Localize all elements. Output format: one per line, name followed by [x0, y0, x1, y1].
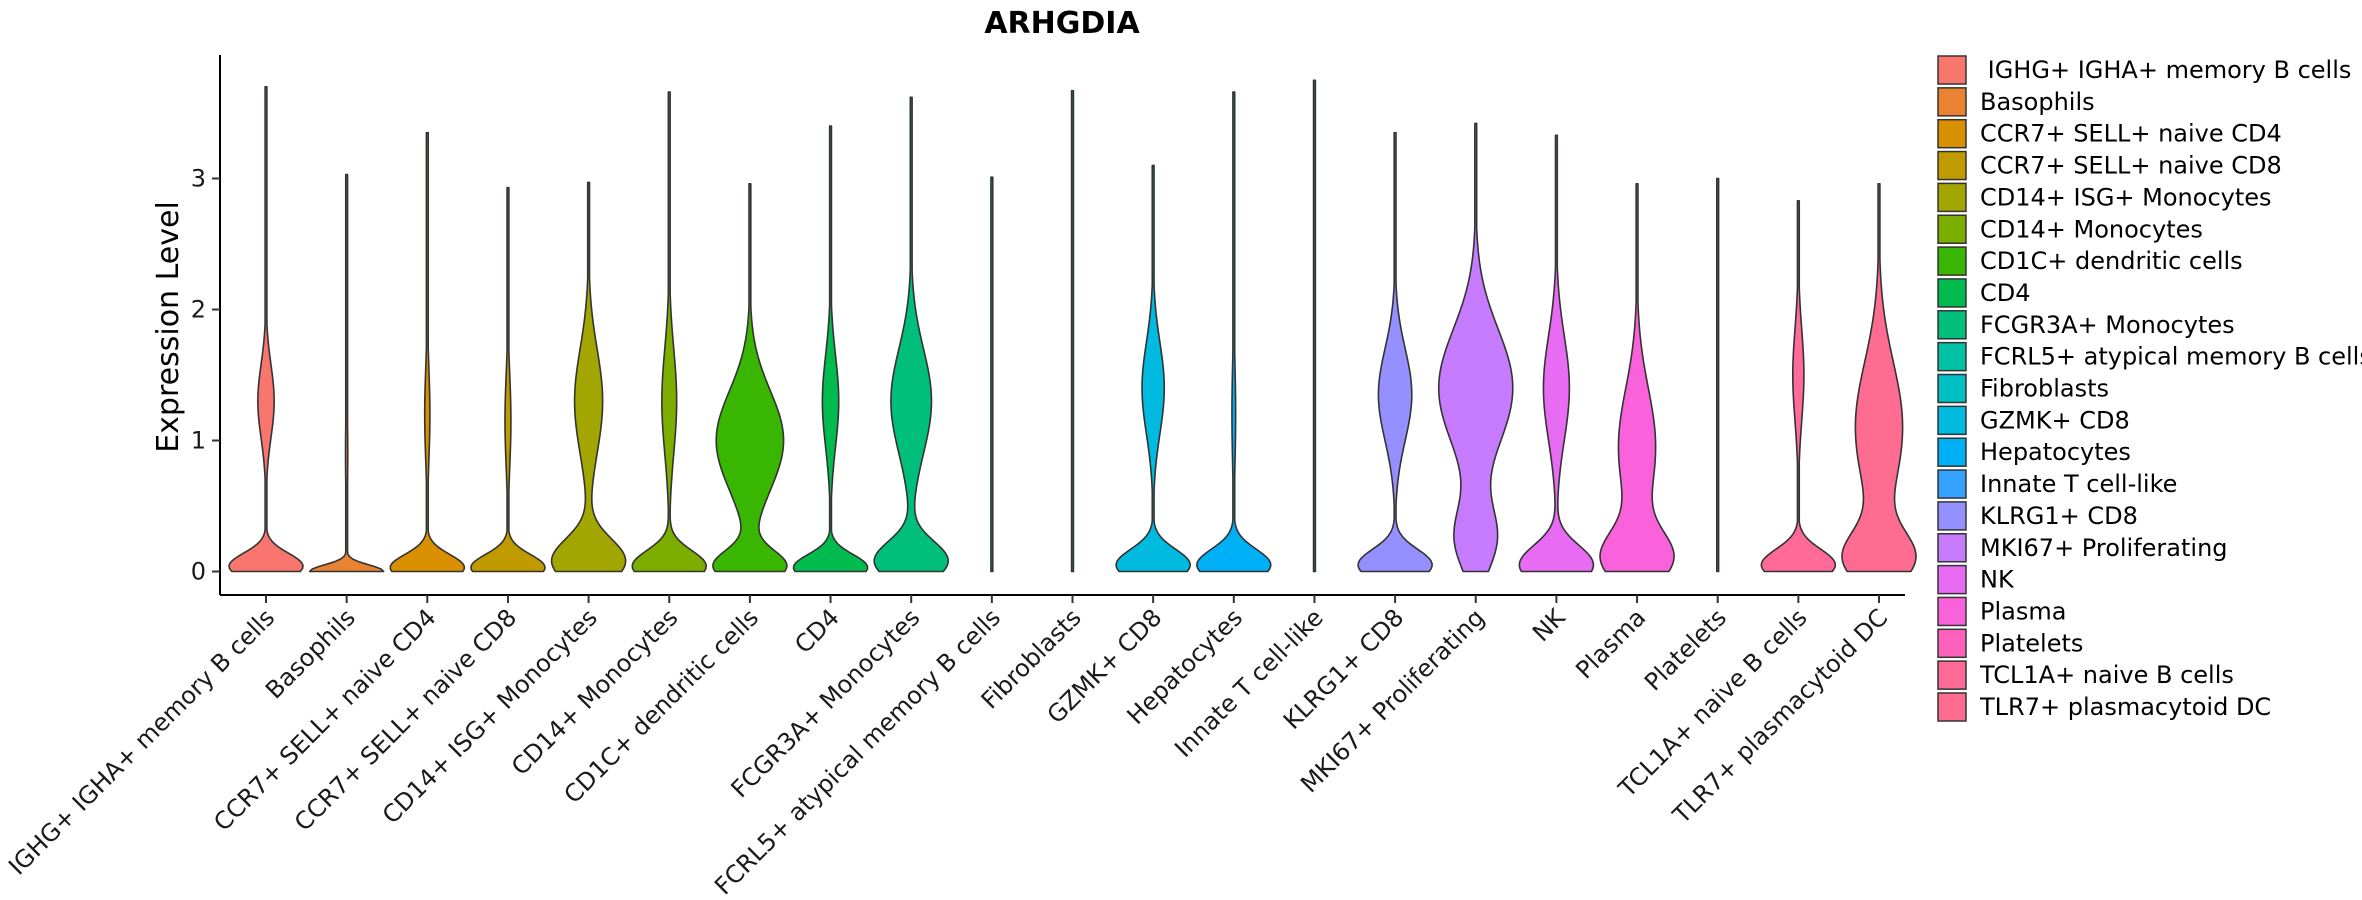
- legend-label: CD14+ ISG+ Monocytes: [1980, 183, 2272, 211]
- legend-label: TLR7+ plasmacytoid DC: [1979, 693, 2271, 721]
- violin-fcrl5-atypical-memory-b-cells: [990, 176, 994, 573]
- legend-swatch: [1937, 660, 1967, 690]
- legend-swatch: [1937, 628, 1967, 659]
- legend-label: GZMK+ CD8: [1980, 406, 2130, 434]
- legend-swatch: [1937, 405, 1967, 436]
- violin-ccr7-sell-naive-cd8: [470, 186, 546, 573]
- legend-label: KLRG1+ CD8: [1980, 502, 2138, 530]
- legend-label: Hepatocytes: [1980, 438, 2131, 466]
- legend-swatch: [1937, 596, 1967, 627]
- legend-swatch: [1937, 55, 1967, 85]
- violin-platelets: [1716, 177, 1720, 573]
- y-tick-label: 0: [191, 558, 206, 586]
- legend-swatch: [1937, 692, 1967, 722]
- violin-fibroblasts: [1070, 89, 1075, 573]
- violin-cd14-monocytes: [631, 91, 708, 573]
- violin-mki67-proliferating: [1437, 122, 1514, 573]
- x-tick-label: Plasma: [1570, 603, 1651, 684]
- legend-swatch: [1937, 469, 1967, 499]
- legend-swatch: [1937, 437, 1967, 467]
- y-tick-label: 2: [191, 296, 206, 324]
- x-tick-label: CD4: [789, 603, 845, 659]
- violin-klrg1-cd8: [1357, 131, 1433, 573]
- legend-label: IGHG+ IGHA+ memory B cells: [1980, 56, 2351, 84]
- plot-area: [228, 79, 1917, 573]
- violin-ighg-igha-memory-b-cells: [228, 86, 304, 573]
- legend-swatch: [1937, 533, 1967, 563]
- legend-label: CD14+ Monocytes: [1980, 215, 2203, 243]
- legend-label: MKI67+ Proliferating: [1980, 534, 2228, 562]
- legend-swatch: [1937, 278, 1967, 308]
- y-tick-label: 3: [191, 165, 206, 193]
- legend-swatch: [1937, 341, 1967, 372]
- legend-swatch: [1937, 501, 1967, 531]
- x-tick-label: Innate T cell-like: [1169, 603, 1328, 762]
- violin-tcl1a-naive-b-cells: [1760, 199, 1837, 573]
- violin-ccr7-sell-naive-cd4: [389, 131, 466, 573]
- legend-label: Innate T cell-like: [1980, 470, 2177, 498]
- legend-label: CCR7+ SELL+ naive CD8: [1980, 152, 2282, 180]
- legend-label: Plasma: [1980, 597, 2066, 625]
- legend-label: CCR7+ SELL+ naive CD4: [1980, 120, 2282, 148]
- legend-swatch: [1937, 246, 1967, 276]
- violin-cd4: [792, 125, 869, 573]
- x-tick-label: IGHG+ IGHA+ memory B cells: [3, 603, 280, 880]
- violin-plasma: [1599, 182, 1675, 573]
- legend: IGHG+ IGHA+ memory B cells Basophils CCR7+…: [1937, 55, 2362, 722]
- chart-title: ARHGDIA: [984, 6, 1140, 41]
- legend-swatch: [1937, 150, 1967, 181]
- legend-swatch: [1937, 87, 1967, 117]
- legend-label: Platelets: [1980, 629, 2083, 657]
- legend-label: TCL1A+ naive B cells: [1979, 661, 2234, 689]
- legend-label: Fibroblasts: [1980, 375, 2109, 403]
- violin-nk: [1518, 134, 1595, 573]
- legend-swatch: [1937, 373, 1967, 404]
- y-tick-label: 1: [191, 427, 206, 455]
- violin-cd1c-dendritic-cells: [712, 182, 788, 573]
- legend-swatch: [1937, 182, 1967, 213]
- legend-swatch: [1937, 310, 1967, 340]
- violin-basophils: [308, 173, 385, 573]
- legend-swatch: [1937, 564, 1967, 595]
- legend-label: CD1C+ dendritic cells: [1980, 247, 2243, 275]
- legend-label: NK: [1980, 566, 2015, 594]
- legend-label: CD4: [1980, 279, 2031, 307]
- legend-label: FCRL5+ atypical memory B cells: [1980, 343, 2362, 371]
- legend-swatch: [1937, 118, 1967, 149]
- violin-tlr7-plasmacytoid-dc: [1841, 182, 1917, 573]
- legend-label: Basophils: [1980, 88, 2095, 116]
- legend-swatch: [1937, 214, 1967, 244]
- violin-gzmk-cd8: [1115, 164, 1191, 573]
- y-axis-label: Expression Level: [151, 201, 186, 453]
- x-tick-label: FCRL5+ atypical memory B cells: [709, 603, 1006, 900]
- x-tick-label: NK: [1527, 603, 1572, 648]
- violin-fcgr3a-monocytes: [873, 96, 949, 573]
- legend-label: FCGR3A+ Monocytes: [1980, 311, 2235, 339]
- violin-hepatocytes: [1196, 91, 1272, 573]
- violin-innate-t-cell-like: [1312, 79, 1317, 573]
- violin-cd14-isg-monocytes: [550, 181, 627, 573]
